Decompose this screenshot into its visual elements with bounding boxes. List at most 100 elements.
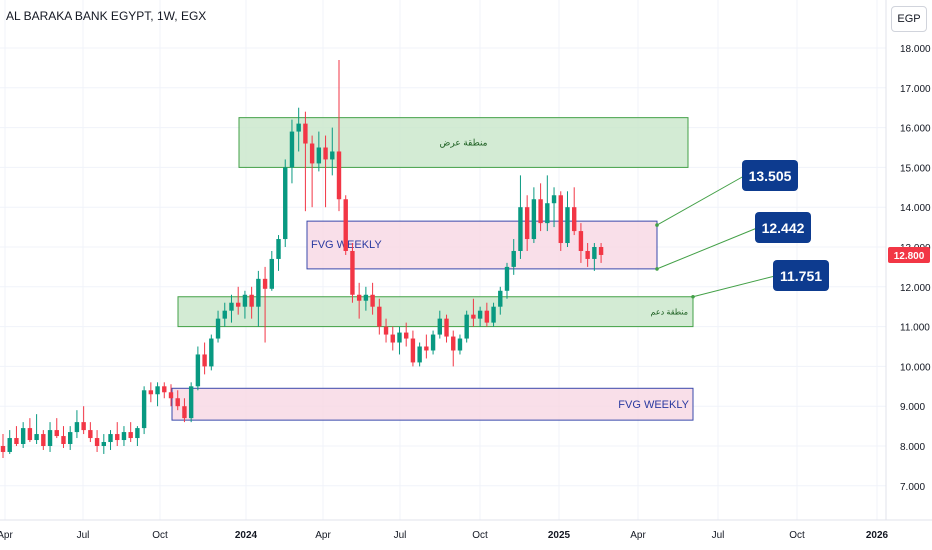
candle-body <box>410 338 416 363</box>
zone-support <box>177 296 694 328</box>
candle-body <box>397 332 402 343</box>
callout-line <box>656 227 758 270</box>
candle-body <box>585 250 590 259</box>
callout-line <box>692 275 776 298</box>
candle-body <box>592 247 597 259</box>
candle-body <box>256 278 261 307</box>
y-tick-label: 9.000 <box>900 402 925 413</box>
candle-body <box>155 386 160 395</box>
candle-body <box>330 151 335 160</box>
candle-body <box>323 147 328 160</box>
candle-body <box>188 386 194 419</box>
candle-body <box>404 332 409 339</box>
candle-body <box>222 310 227 319</box>
candle-body <box>437 318 442 335</box>
candle-body <box>128 432 133 439</box>
candle-body <box>451 336 456 351</box>
candle-body <box>182 406 187 419</box>
candle-body <box>108 434 113 443</box>
callout-box[interactable] <box>755 212 811 243</box>
zone-label: منطقة دعم <box>651 308 688 317</box>
candle-body <box>135 428 140 439</box>
candle-body <box>350 250 355 295</box>
callout-anchor <box>691 294 695 299</box>
candle-body <box>249 294 254 307</box>
candle-body <box>377 306 382 327</box>
candle-body <box>168 392 174 399</box>
y-tick-label: 12.000 <box>900 283 931 294</box>
candle-body <box>162 386 167 393</box>
candles-layer <box>0 59 604 458</box>
chart-title: AL BARAKA BANK EGYPT, 1W, EGX <box>6 9 207 23</box>
x-tick-label: 2026 <box>866 530 889 541</box>
candle-body <box>34 434 39 441</box>
y-tick-label: 17.000 <box>900 84 931 95</box>
candle-body <box>7 438 12 452</box>
candle-body <box>215 318 221 339</box>
candle-body <box>572 207 577 232</box>
candle-body <box>68 432 73 445</box>
y-tick-label: 16.000 <box>900 124 931 135</box>
candle-body <box>14 438 19 445</box>
y-tick-label: 15.000 <box>900 163 931 174</box>
callout-anchor <box>655 267 659 271</box>
candle-body <box>94 438 100 446</box>
x-tick-label: Apr <box>630 530 646 541</box>
candle-body <box>464 314 469 339</box>
last-price-label: 12.800 <box>894 251 925 262</box>
candle-body <box>81 422 86 431</box>
callouts-layer: 13.505 12.442 11.751 <box>655 160 829 299</box>
x-tick-label: 2025 <box>548 530 571 541</box>
candle-body <box>115 434 120 441</box>
candle-body <box>578 231 584 251</box>
candle-body <box>565 207 570 244</box>
candle-body <box>269 258 274 289</box>
price-axis: 7.0008.0009.00010.00011.00012.00013.0001… <box>900 44 931 493</box>
candle-body <box>236 302 241 307</box>
candle-body <box>471 314 476 319</box>
candle-body <box>101 442 106 446</box>
candle-body <box>296 123 301 132</box>
callout-box[interactable] <box>773 260 829 291</box>
candle-body <box>424 346 429 351</box>
zone-label: FVG WEEKLY <box>618 399 689 411</box>
y-tick-label: 8.000 <box>900 442 925 453</box>
candle-body <box>289 131 295 168</box>
candle-body <box>558 195 563 244</box>
candle-body <box>195 354 201 387</box>
candle-body <box>343 199 348 251</box>
candle-body <box>276 239 281 259</box>
y-tick-label: 18.000 <box>900 44 931 55</box>
candle-body <box>229 302 234 311</box>
callout-label: 12.442 <box>762 220 805 236</box>
y-tick-label: 7.000 <box>900 482 925 493</box>
callout-label: 13.505 <box>749 168 792 184</box>
x-tick-label: Jul <box>712 530 725 541</box>
candle-body <box>88 430 93 439</box>
callout-anchor <box>655 223 659 227</box>
zone-fvg <box>171 387 694 421</box>
candle-body <box>545 203 550 224</box>
candle-body <box>356 294 362 301</box>
y-tick-label: 10.000 <box>900 362 931 373</box>
candle-body <box>511 250 516 267</box>
candle-body <box>316 147 322 164</box>
candle-body <box>444 318 449 337</box>
candle-body <box>524 207 530 240</box>
y-tick-label: 11.000 <box>900 323 930 334</box>
currency-button[interactable]: EGP <box>891 6 927 32</box>
candle-body <box>504 266 510 291</box>
last-price-tag: 12.800 <box>888 246 930 263</box>
candle-body <box>538 199 543 224</box>
callout-box[interactable] <box>742 160 798 191</box>
y-tick-label: 14.000 <box>900 203 931 214</box>
candle-body <box>518 207 523 251</box>
x-tick-label: Apr <box>315 530 331 541</box>
candle-body <box>370 294 375 307</box>
x-tick-label: Oct <box>789 530 805 541</box>
last-price-box <box>888 246 930 263</box>
candle-body <box>531 199 537 240</box>
candle-body <box>121 432 127 441</box>
